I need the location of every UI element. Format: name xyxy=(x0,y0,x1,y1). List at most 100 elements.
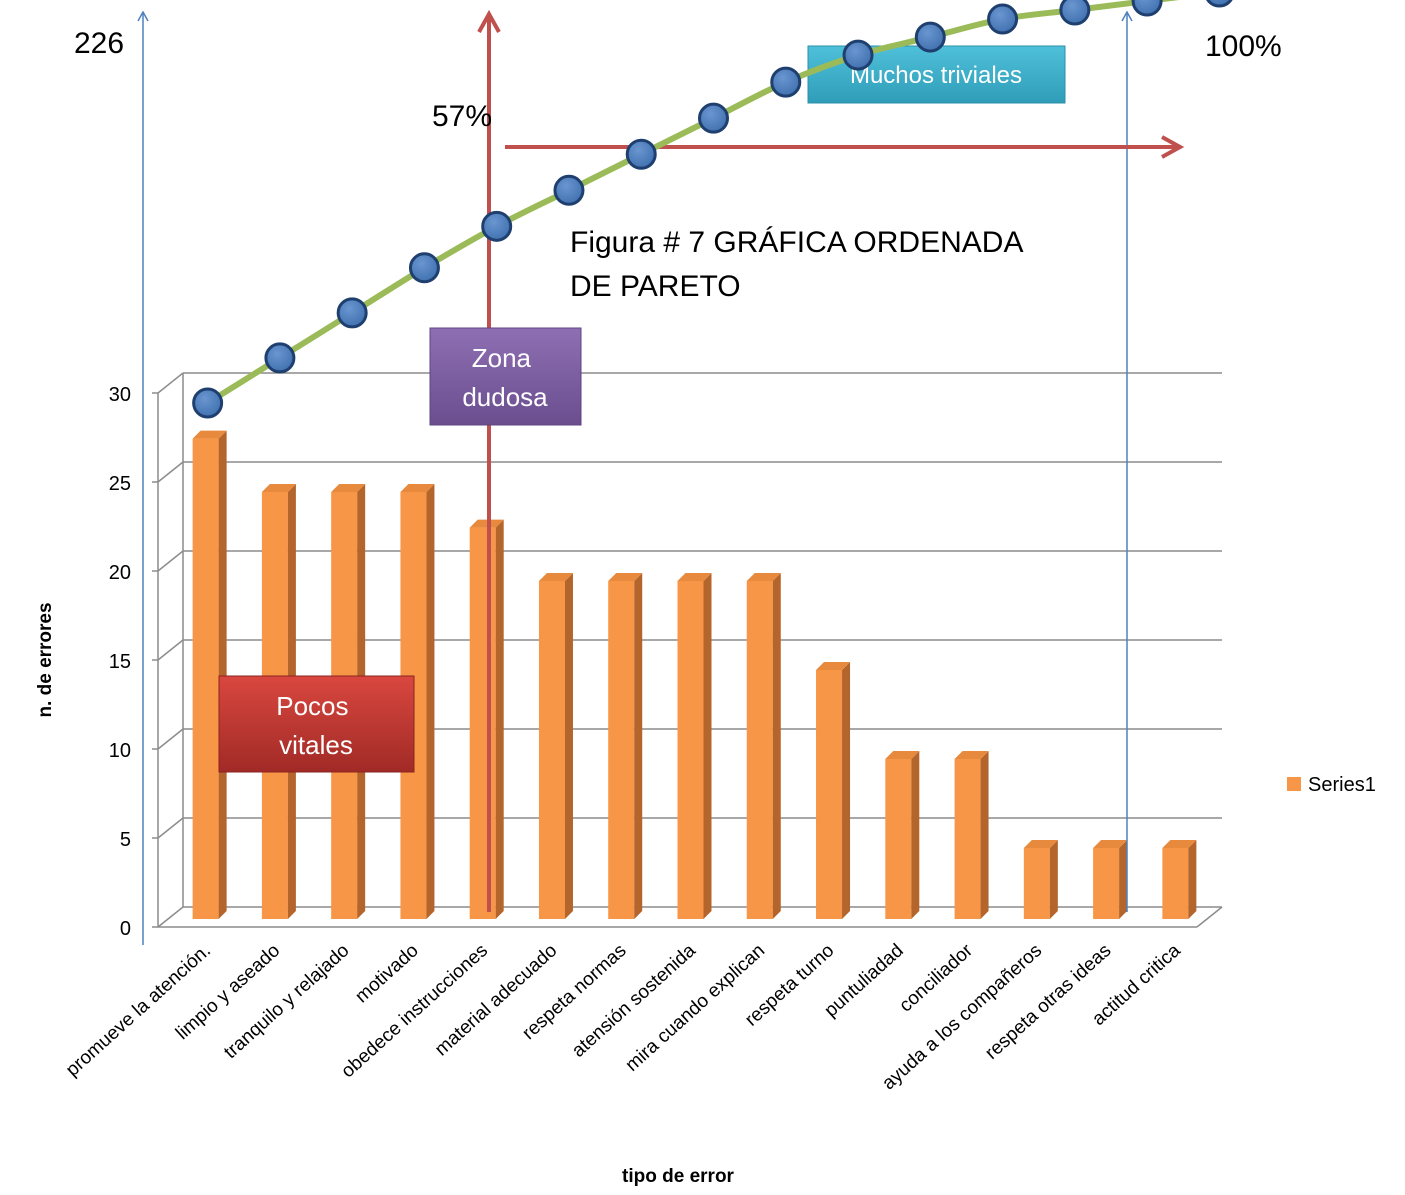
x-tick-label: atensión sostenida xyxy=(568,940,700,1062)
bar-side xyxy=(218,430,227,919)
bar xyxy=(608,573,643,919)
zona-dudosa-line-1: Zona xyxy=(472,343,532,373)
cumulative-point xyxy=(1206,0,1233,8)
bar-front xyxy=(885,759,912,919)
pocos-vitales-line-1: Pocos xyxy=(276,691,348,721)
muchos-triviales-label: Muchos triviales xyxy=(850,62,1022,89)
pocos-vitales-line-2: vitales xyxy=(279,730,353,760)
bar-front xyxy=(954,759,981,919)
cumulative-point xyxy=(698,102,729,134)
bar xyxy=(885,751,920,919)
gridline-depth xyxy=(157,817,184,839)
bar-top xyxy=(261,484,296,492)
gridline-depth xyxy=(157,550,184,572)
bar-front xyxy=(816,670,843,919)
bar-top xyxy=(746,573,781,581)
bar-series xyxy=(192,430,1197,919)
bar-front xyxy=(1023,848,1050,919)
x-tick-label: respeta otras ideas xyxy=(981,940,1115,1064)
percent-57-label: 57% xyxy=(432,100,492,133)
cumulative-point xyxy=(842,39,874,71)
bar-top xyxy=(1093,840,1128,848)
cumulative-curve xyxy=(192,0,1233,419)
bar-top xyxy=(192,430,227,439)
x-tick-labels: promueve la atención.limpio y aseadotran… xyxy=(62,940,1185,1095)
cumulative-point xyxy=(408,252,440,284)
bar xyxy=(538,573,573,919)
bar-top xyxy=(816,662,851,670)
bar-side xyxy=(703,573,712,919)
bar-front xyxy=(469,527,496,919)
cumulative-point xyxy=(770,66,802,98)
bar xyxy=(1093,840,1128,919)
bar-top xyxy=(331,484,366,492)
chart-title-line-1: Figura # 7 GRÁFICA ORDENADA xyxy=(570,226,1023,259)
bar-front xyxy=(746,581,773,919)
bar-top xyxy=(677,573,712,581)
floor-edge-right xyxy=(1196,906,1223,928)
bar-front xyxy=(1093,848,1120,919)
bar xyxy=(677,573,712,919)
svg-text:Zona dudosa: Zona dudosa xyxy=(462,343,548,412)
y-tick-label: 5 xyxy=(120,829,131,851)
y-axis-title: n. de errores xyxy=(35,602,56,717)
x-axis-title: tipo de error xyxy=(622,1166,735,1187)
bar-side xyxy=(980,751,989,919)
bar-front xyxy=(1162,848,1189,919)
bar-top xyxy=(469,519,504,528)
bar-top xyxy=(1162,840,1197,848)
cumulative-point xyxy=(1131,0,1163,17)
legend-label: Series1 xyxy=(1308,774,1376,796)
bar xyxy=(1162,840,1197,919)
cumulative-point xyxy=(987,3,1019,35)
bar xyxy=(816,662,851,919)
cumulative-point xyxy=(264,342,296,374)
cumulative-point xyxy=(1059,0,1091,26)
cumulative-point xyxy=(914,21,946,53)
x-tick-label: mira cuando explican xyxy=(622,940,769,1076)
chart-title: Figura # 7 GRÁFICA ORDENADA DE PARETO xyxy=(570,226,1030,303)
bar-front xyxy=(538,581,565,919)
cumulative-point xyxy=(481,210,513,242)
left-cumulative-label: 226 xyxy=(74,27,124,60)
y-tick-label: 15 xyxy=(109,651,131,673)
zona-dudosa-line-2: dudosa xyxy=(462,382,548,412)
bar-side xyxy=(842,662,851,919)
gridline-depth xyxy=(157,639,184,661)
bar-top xyxy=(954,751,989,759)
bar xyxy=(469,519,504,919)
x-tick-label: material adecuado xyxy=(431,940,561,1060)
bar xyxy=(1023,840,1058,919)
x-tick-label: tranquilo y relajado xyxy=(220,940,353,1063)
bar xyxy=(192,430,227,919)
bar-side xyxy=(426,484,435,919)
pocos-vitales-box: Pocos vitales xyxy=(218,675,415,773)
bar-top xyxy=(538,573,573,581)
bar-top xyxy=(1023,840,1058,848)
bar-front xyxy=(608,581,635,919)
chart-title-line-2: DE PARETO xyxy=(570,270,741,303)
bar-front xyxy=(677,581,704,919)
cumulative-point xyxy=(553,174,585,206)
bar-side xyxy=(1049,840,1058,919)
bar-front xyxy=(192,438,219,919)
x-tick-label: motivado xyxy=(351,940,422,1007)
y-tick-label: 25 xyxy=(109,473,131,495)
bar-side xyxy=(564,573,573,919)
cumulative-point xyxy=(625,138,657,170)
zona-dudosa-box: Zona dudosa xyxy=(429,327,582,426)
right-cumulative-label: 100% xyxy=(1205,30,1282,63)
gridline-depth xyxy=(157,372,184,394)
legend-swatch xyxy=(1287,777,1301,791)
bar xyxy=(746,573,781,919)
bar xyxy=(954,751,989,919)
bar-side xyxy=(911,751,920,919)
gridline-depth xyxy=(157,461,184,483)
bar-side xyxy=(1119,840,1128,919)
y-tick-labels: 0 5 10 15 20 25 30 xyxy=(109,384,131,940)
y-tick-label: 30 xyxy=(109,384,131,406)
gridline-depth xyxy=(157,906,184,928)
bar-top xyxy=(885,751,920,759)
cumulative-point xyxy=(336,297,368,329)
